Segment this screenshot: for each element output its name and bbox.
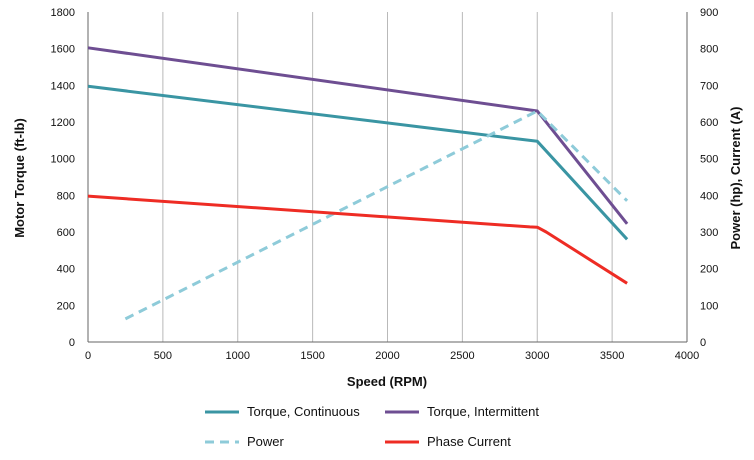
- series-line-torque-intermittent: [87, 46, 629, 225]
- y2-axis-title: Power (hp), Current (A): [728, 107, 743, 250]
- y2-tick-label: 400: [700, 190, 718, 202]
- legend: Torque, Continuous Torque, Intermittent Po…: [205, 404, 539, 449]
- y2-tick-label: 0: [700, 337, 706, 349]
- series-line-power: [124, 109, 629, 321]
- x-tick-label: 4000: [675, 350, 699, 362]
- y-tick-label: 1200: [51, 117, 75, 129]
- x-tick-label: 500: [154, 350, 172, 362]
- y-tick-label: 600: [57, 227, 75, 239]
- y2-tick-label: 100: [700, 300, 718, 312]
- legend-label-torque-continuous: Torque, Continuous: [247, 404, 360, 419]
- legend-label-phase-current: Phase Current: [427, 434, 511, 449]
- x-tick-label: 3500: [600, 350, 624, 362]
- y2-tick-label: 600: [700, 117, 718, 129]
- y-tick-label: 200: [57, 300, 75, 312]
- y2-tick-label: 700: [700, 80, 718, 92]
- x-axis-title: Speed (RPM): [347, 374, 427, 389]
- x-tick-label: 0: [85, 350, 91, 362]
- y2-tick-label: 900: [700, 7, 718, 19]
- x-tick-label: 2000: [375, 350, 399, 362]
- y-tick-label: 1800: [51, 7, 75, 19]
- y-tick-label: 1600: [51, 44, 75, 56]
- y2-tick-label: 800: [700, 44, 718, 56]
- y2-tick-label: 200: [700, 264, 718, 276]
- axes: [87, 12, 688, 343]
- legend-label-torque-intermittent: Torque, Intermittent: [427, 404, 539, 419]
- x-tick-label: 1000: [226, 350, 250, 362]
- y-axis-title: Motor Torque (ft-lb): [12, 118, 27, 238]
- series-line-phase-current: [87, 194, 628, 285]
- y-tick-label: 1000: [51, 154, 75, 166]
- x-tick-label: 2500: [450, 350, 474, 362]
- series-lines: [87, 46, 629, 321]
- x-tick-label: 3000: [525, 350, 549, 362]
- y-tick-label: 400: [57, 264, 75, 276]
- tick-labels: 0 500 1000 1500 2000 2500 3000 3500 400002004006…: [51, 7, 719, 362]
- y2-tick-label: 300: [700, 227, 718, 239]
- x-tick-label: 1500: [300, 350, 324, 362]
- y2-tick-label: 500: [700, 154, 718, 166]
- y-tick-label: 800: [57, 190, 75, 202]
- y-tick-label: 1400: [51, 80, 75, 92]
- legend-label-power: Power: [247, 434, 285, 449]
- y-tick-label: 0: [69, 337, 75, 349]
- series-line-torque-continuous: [87, 84, 629, 241]
